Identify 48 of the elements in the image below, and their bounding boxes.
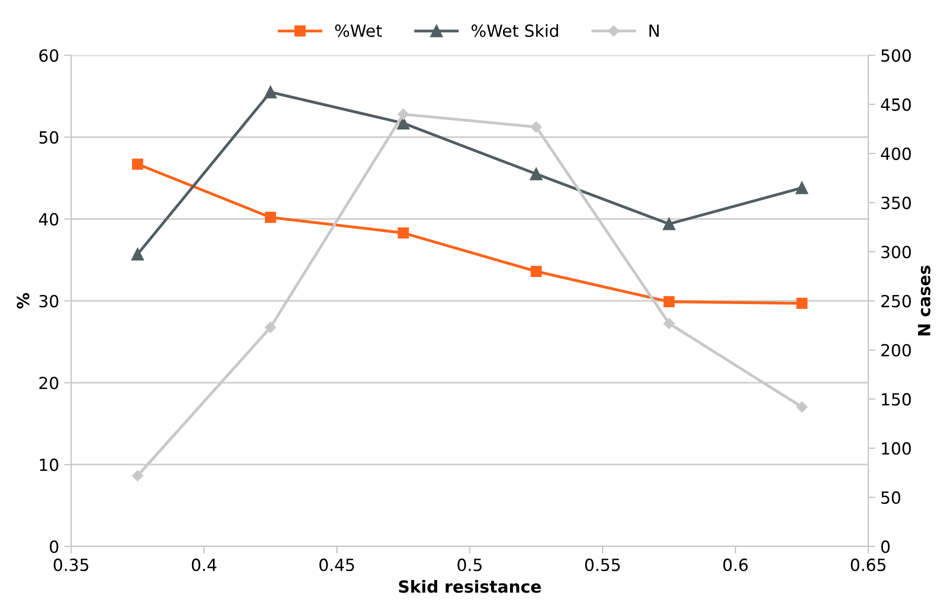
y2-axis-title: N cases: [918, 266, 930, 336]
y-tick-label: 0: [50, 540, 58, 554]
point: [264, 212, 276, 223]
y2-tick-label: 100: [882, 442, 911, 455]
point: [264, 86, 277, 98]
point: [264, 322, 276, 333]
point: [663, 318, 675, 330]
point: [663, 296, 675, 308]
point: [398, 227, 409, 238]
x-tick-label: 0.35: [54, 558, 88, 572]
y-tick-label: 30: [39, 294, 58, 308]
y-tick-label: 10: [40, 458, 58, 472]
y-tick-label: 40: [38, 212, 58, 226]
y2-tick-label: 0: [881, 540, 890, 554]
point: [132, 158, 144, 170]
point: [398, 108, 409, 120]
legend-label: N: [649, 24, 659, 37]
x-tick-label: 0.65: [850, 558, 886, 572]
x-axis-title: Skid resistance: [399, 580, 541, 593]
y2-tick-label: 450: [880, 98, 911, 111]
x-tick-label: 0.6: [723, 558, 748, 572]
x-tick-label: 0.4: [192, 558, 216, 572]
y2-tick-label: 50: [881, 491, 900, 504]
legend-label: %Wet Skid: [472, 24, 558, 38]
point: [132, 470, 144, 482]
y2-tick-label: 300: [881, 246, 911, 258]
point: [530, 121, 542, 133]
point: [131, 248, 144, 260]
y-axis-title: %: [16, 293, 30, 309]
x-tick-label: 0.45: [319, 558, 354, 572]
point: [530, 168, 542, 180]
y-tick-label: 60: [39, 49, 58, 62]
point: [796, 182, 808, 194]
point: [796, 401, 808, 413]
y-tick-label: 20: [39, 376, 58, 390]
y2-tick-label: 250: [881, 294, 911, 308]
y-tick-label: 50: [39, 131, 58, 144]
y2-tick-label: 200: [881, 344, 911, 357]
y2-tick-label: 350: [881, 196, 911, 210]
y2-tick-label: 150: [882, 393, 911, 406]
x-tick-label: 0.55: [585, 558, 620, 572]
point: [662, 218, 676, 230]
legend-label: %Wet: [335, 24, 382, 38]
y2-tick-label: 400: [880, 147, 911, 160]
x-tick-label: 0.5: [458, 558, 482, 572]
point: [530, 266, 542, 277]
point: [796, 298, 808, 309]
y2-tick-label: 500: [881, 49, 911, 62]
